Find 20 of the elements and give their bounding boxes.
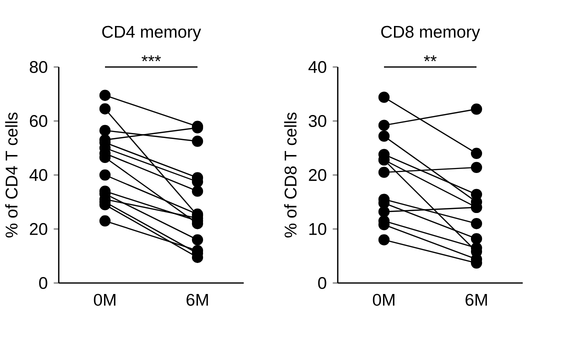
y-tick-label: 80 [30,61,48,73]
y-tick-label: 30 [308,115,326,127]
x-tick-label: 6M [466,294,487,306]
y-tick-label: 40 [29,169,48,181]
x-tick-label: 0M [372,294,394,306]
y-axis-title: % of CD8 T cells [284,112,297,238]
y-tick-label: 10 [309,223,326,235]
chart-title: CD8 memory [381,26,480,42]
text: ** [424,55,437,62]
y-tick-label: 0 [39,277,48,289]
y-tick-label: 0 [318,277,326,289]
x-tick-label: 6M [186,294,208,306]
y-tick-label: 20 [308,169,326,181]
text: *** [142,55,161,62]
y-axis-title: % of CD4 T cells [5,112,18,238]
x-tick-label: 0M [94,294,116,306]
y-tick-label: 40 [308,61,326,73]
y-tick-label: 20 [30,223,48,235]
chart-title: CD4 memory [102,26,202,42]
y-tick-label: 60 [30,115,48,127]
